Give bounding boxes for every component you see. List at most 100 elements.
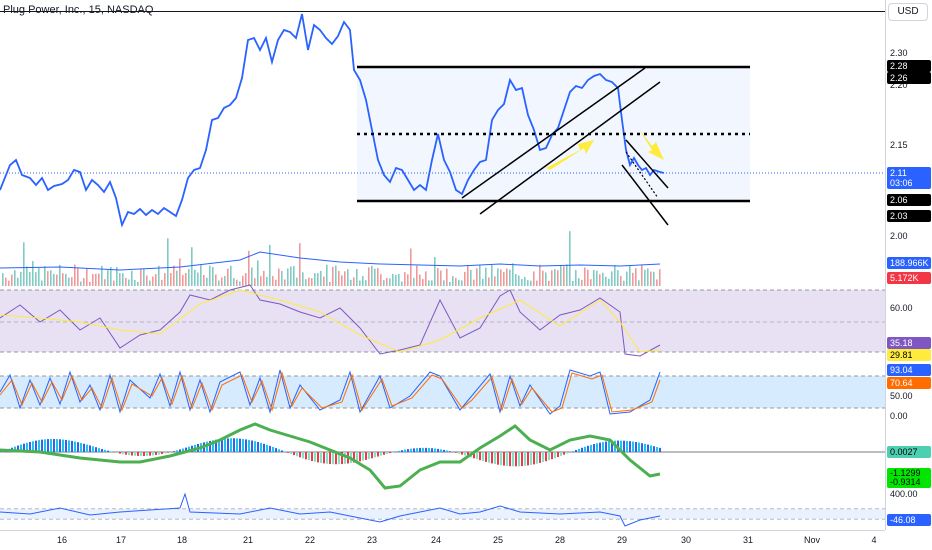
- volume-bar: [41, 280, 43, 286]
- volume-bar: [455, 277, 457, 286]
- momentum-bar: [89, 445, 91, 452]
- bottom-tag: -46.08: [887, 514, 931, 526]
- volume-bar: [620, 276, 622, 286]
- momentum-line: [0, 422, 661, 490]
- volume-bar: [113, 280, 115, 286]
- volume-bar: [215, 274, 217, 286]
- volume-bar: [572, 280, 574, 286]
- volume-bar: [179, 258, 181, 286]
- volume-bar: [110, 267, 112, 286]
- price-scale[interactable]: USD 2.30 2.20 2.15 2.00 2.28 2.26 2.11 0…: [885, 0, 932, 530]
- volume-bar: [371, 265, 373, 286]
- time-label: 22: [304, 535, 316, 545]
- momentum-bar: [578, 448, 580, 452]
- momentum-bar: [176, 450, 178, 452]
- momentum-bar: [80, 442, 82, 452]
- momentum-bar: [440, 449, 442, 452]
- volume-bar: [509, 269, 511, 286]
- momentum-bar: [650, 445, 652, 452]
- volume-bar: [482, 278, 484, 286]
- volume-bar: [62, 273, 64, 286]
- momentum-bar: [47, 439, 49, 452]
- chart-area[interactable]: Plug Power, Inc., 15, NASDAQ: [0, 0, 885, 530]
- momentum-bar: [410, 448, 412, 452]
- momentum-bar: [458, 452, 460, 454]
- time-label: 31: [742, 535, 754, 545]
- volume-bar: [656, 279, 658, 286]
- momentum-bar: [227, 438, 229, 452]
- momentum-bar: [401, 450, 403, 452]
- currency-button[interactable]: USD: [888, 3, 928, 21]
- momentum-bar: [296, 452, 298, 457]
- volume-bar: [128, 279, 130, 286]
- volume-bar: [515, 274, 517, 286]
- momentum-bar: [158, 452, 160, 455]
- volume-bar: [233, 277, 235, 286]
- volume-bar: [107, 270, 109, 286]
- volume-bar: [317, 273, 319, 286]
- volume-bar: [332, 266, 334, 286]
- volume-bar: [599, 274, 601, 286]
- momentum-bar: [419, 447, 421, 452]
- volume-bar: [236, 279, 238, 286]
- volume-bar: [425, 271, 427, 286]
- momentum-bar: [38, 440, 40, 452]
- momentum-bar: [110, 451, 112, 452]
- momentum-bar: [551, 452, 553, 460]
- momentum-bar: [263, 443, 265, 452]
- volume-bar: [479, 264, 481, 286]
- momentum-bar: [317, 452, 319, 463]
- down-line-2: [621, 164, 669, 226]
- momentum-bar: [581, 447, 583, 452]
- volume-bar: [476, 268, 478, 286]
- volume-bar: [434, 257, 436, 286]
- momentum-bar: [605, 441, 607, 452]
- momentum-bar: [173, 451, 175, 452]
- momentum-bar: [230, 438, 232, 452]
- volume-ma-tag: 5.172K: [887, 272, 931, 284]
- volume-bar: [206, 277, 208, 286]
- chart-canvas[interactable]: [0, 0, 885, 530]
- volume-bar: [293, 266, 295, 286]
- volume-bar: [89, 281, 91, 286]
- volume-bar: [542, 270, 544, 286]
- momentum-bar: [443, 449, 445, 452]
- volume-bar: [602, 272, 604, 286]
- volume-bar: [362, 276, 364, 286]
- projection-dotted: [625, 151, 659, 199]
- volume-bar: [182, 274, 184, 286]
- volume-bar: [488, 277, 490, 286]
- rsi-ma-tag: 29.81: [887, 349, 931, 361]
- momentum-bar: [254, 441, 256, 452]
- volume-bar: [365, 280, 367, 286]
- momentum-bar: [65, 439, 67, 452]
- momentum-bar: [446, 450, 448, 452]
- momentum-bar: [512, 452, 514, 467]
- momentum-bar: [188, 446, 190, 452]
- time-label: 16: [56, 535, 68, 545]
- momentum-bar: [128, 452, 130, 456]
- momentum-bar: [368, 452, 370, 460]
- volume-bar: [161, 279, 163, 286]
- momentum-bar: [308, 452, 310, 461]
- volume-bar: [299, 243, 301, 286]
- time-axis[interactable]: 16 17 18 21 22 23 24 25 28 29 30 31 Nov …: [0, 530, 885, 550]
- volume-bar: [173, 265, 175, 286]
- momentum-bar: [215, 439, 217, 452]
- volume-bar: [167, 238, 169, 286]
- momentum-bar: [248, 439, 250, 452]
- momentum-bar: [83, 443, 85, 452]
- volume-bar: [284, 279, 286, 286]
- momentum-bar: [602, 442, 604, 452]
- rsi-tag: 35.18: [887, 337, 931, 349]
- volume-bar: [92, 274, 94, 286]
- volume-bars: [2, 231, 661, 286]
- momentum-bar: [53, 438, 55, 452]
- volume-bar: [539, 264, 541, 286]
- momentum-bar: [539, 452, 541, 463]
- volume-bar: [608, 278, 610, 286]
- momentum-bar: [566, 452, 568, 454]
- volume-bar: [410, 248, 412, 286]
- price-tick: 2.30: [890, 48, 908, 58]
- volume-bar: [44, 266, 46, 286]
